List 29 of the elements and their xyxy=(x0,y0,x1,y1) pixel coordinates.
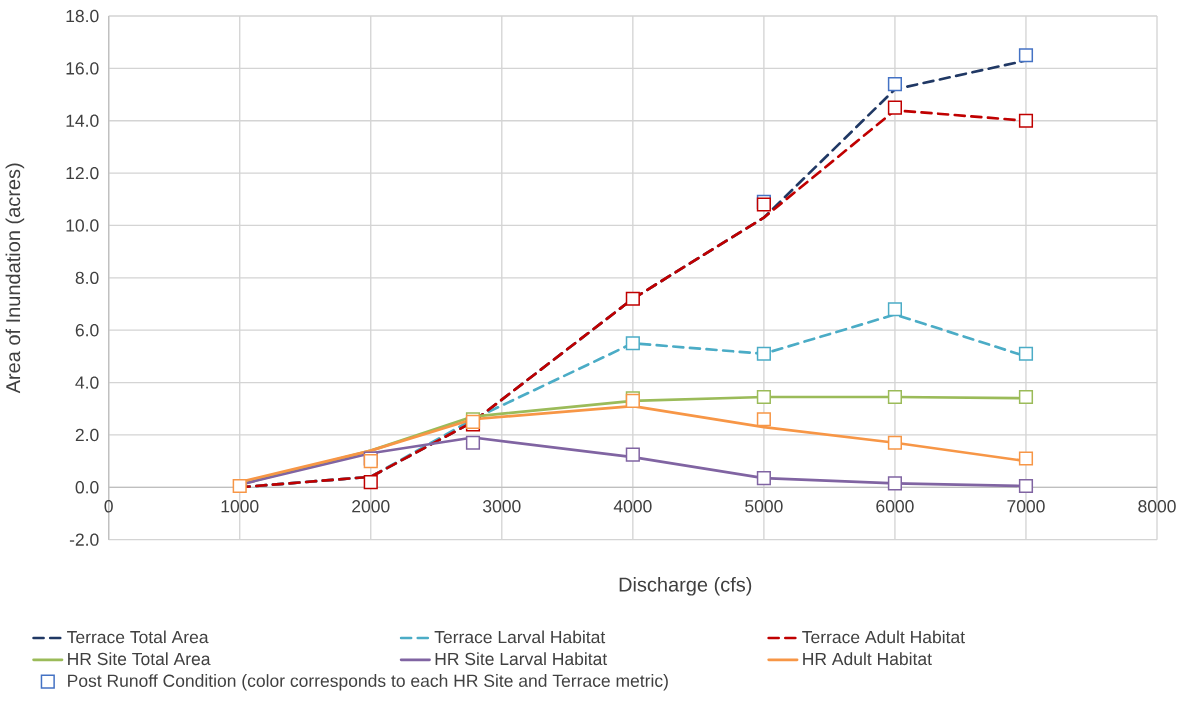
y-tick-label: 8.0 xyxy=(75,271,99,285)
y-tick-label: 12.0 xyxy=(66,167,99,180)
x-tick-label: 0 xyxy=(104,500,113,513)
legend-label: Post Runoff Condition (color corresponds to each HR Site and Terrace metric) xyxy=(68,674,668,691)
x-tick-label: 5000 xyxy=(745,500,783,513)
x-tick-label: 3000 xyxy=(483,500,521,513)
legend-label: HR Site Total Area xyxy=(68,652,211,666)
y-tick-label: 2.0 xyxy=(75,428,99,442)
y-tick-label: -2.0 xyxy=(69,533,99,547)
y-tick-label: 6.0 xyxy=(75,324,99,337)
y-tick-label: 10.0 xyxy=(66,219,99,232)
x-tick-label: 4000 xyxy=(613,500,652,513)
legend-label: Terrace Larval Habitat xyxy=(434,630,606,644)
y-tick-label: 0.0 xyxy=(75,481,99,494)
y-tick-label: 16.0 xyxy=(66,62,99,75)
x-tick-label: 7000 xyxy=(1007,500,1045,513)
legend-label: Terrace Adult Habitat xyxy=(802,630,965,644)
legend-label: Terrace Total Area xyxy=(67,630,209,644)
x-tick-label: 6000 xyxy=(876,500,914,513)
x-axis-title: Discharge (cfs) xyxy=(619,577,752,596)
y-axis-title: Area of Inundation (acres) xyxy=(5,163,25,394)
legend-label: HR Site Larval Habitat xyxy=(435,652,608,666)
y-tick-label: 4.0 xyxy=(75,376,99,389)
x-tick-label: 8000 xyxy=(1138,500,1176,513)
y-tick-label: 18.0 xyxy=(66,10,99,23)
y-tick-label: 14.0 xyxy=(66,114,99,128)
x-tick-label: 1000 xyxy=(221,500,259,513)
x-tick-label: 2000 xyxy=(352,500,390,513)
legend-label: HR Adult Habitat xyxy=(803,652,932,666)
